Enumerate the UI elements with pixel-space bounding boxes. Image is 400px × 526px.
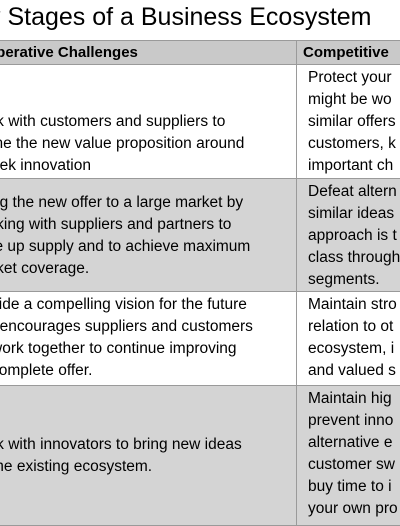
cell-line: similar ideas [308, 203, 400, 225]
cell-line: the existing ecosystem. [0, 456, 296, 478]
table-row: rk with customers and suppliers to ine t… [0, 65, 400, 179]
cell-line: Maintain stro [308, 294, 400, 316]
table-row: rk with innovators to bring new ideas th… [0, 386, 400, 526]
cell-line: rk with customers and suppliers to [0, 111, 296, 133]
header-cooperative: operative Challenges [0, 41, 297, 65]
cell-line: class through [308, 247, 400, 269]
competitive-cell: Maintain stro relation to ot ecosystem, … [297, 292, 400, 386]
cell-line: ecosystem, i [308, 338, 400, 360]
cell-line: work together to continue improving [0, 338, 296, 360]
cell-line: rket coverage. [0, 258, 296, 280]
competitive-cell: Protect your might be wo similar offers … [297, 65, 400, 179]
table-row: vide a compelling vision for the future … [0, 292, 400, 386]
header-competitive: Competitive [297, 41, 400, 65]
cell-line: your own pro [308, 498, 400, 520]
cell-line: vide a compelling vision for the future [0, 294, 296, 316]
cell-line: Defeat altern [308, 181, 400, 203]
cell-line: alternative e [308, 432, 400, 454]
cooperative-cell: ng the new offer to a large market by rk… [0, 179, 297, 292]
cell-line: Maintain hig [308, 388, 400, 410]
cooperative-cell: rk with customers and suppliers to ine t… [0, 65, 297, 179]
cell-line: segments. [308, 269, 400, 291]
cell-line: similar offers [308, 111, 400, 133]
cell-line: prevent inno [308, 410, 400, 432]
competitive-cell: Maintain hig prevent inno alternative e … [297, 386, 400, 526]
cell-line: rking with suppliers and partners to [0, 214, 296, 236]
cell-line: rk with innovators to bring new ideas [0, 434, 296, 456]
stages-table: operative Challenges Competitive rk with… [0, 40, 400, 526]
cell-line: and valued s [308, 360, 400, 382]
cell-line: might be wo [308, 89, 400, 111]
table-row: ng the new offer to a large market by rk… [0, 179, 400, 292]
cell-line: important ch [308, 155, 400, 177]
page-title: y Stages of a Business Ecosystem [0, 0, 400, 40]
cell-line: relation to ot [308, 316, 400, 338]
cell-line: eek innovation [0, 155, 296, 177]
cell-line: ng the new offer to a large market by [0, 192, 296, 214]
cell-line: approach is t [308, 225, 400, 247]
cell-line: buy time to i [308, 476, 400, 498]
cell-line: complete offer. [0, 360, 296, 382]
cooperative-cell: rk with innovators to bring new ideas th… [0, 386, 297, 526]
cooperative-cell: vide a compelling vision for the future … [0, 292, 297, 386]
cell-line: ine the new value proposition around [0, 133, 296, 155]
cell-line: Protect your [308, 67, 400, 89]
cell-line: t encourages suppliers and customers [0, 316, 296, 338]
cell-line: customers, k [308, 133, 400, 155]
cell-line: le up supply and to achieve maximum [0, 236, 296, 258]
cell-line: customer sw [308, 454, 400, 476]
table-header-row: operative Challenges Competitive [0, 41, 400, 65]
competitive-cell: Defeat altern similar ideas approach is … [297, 179, 400, 292]
